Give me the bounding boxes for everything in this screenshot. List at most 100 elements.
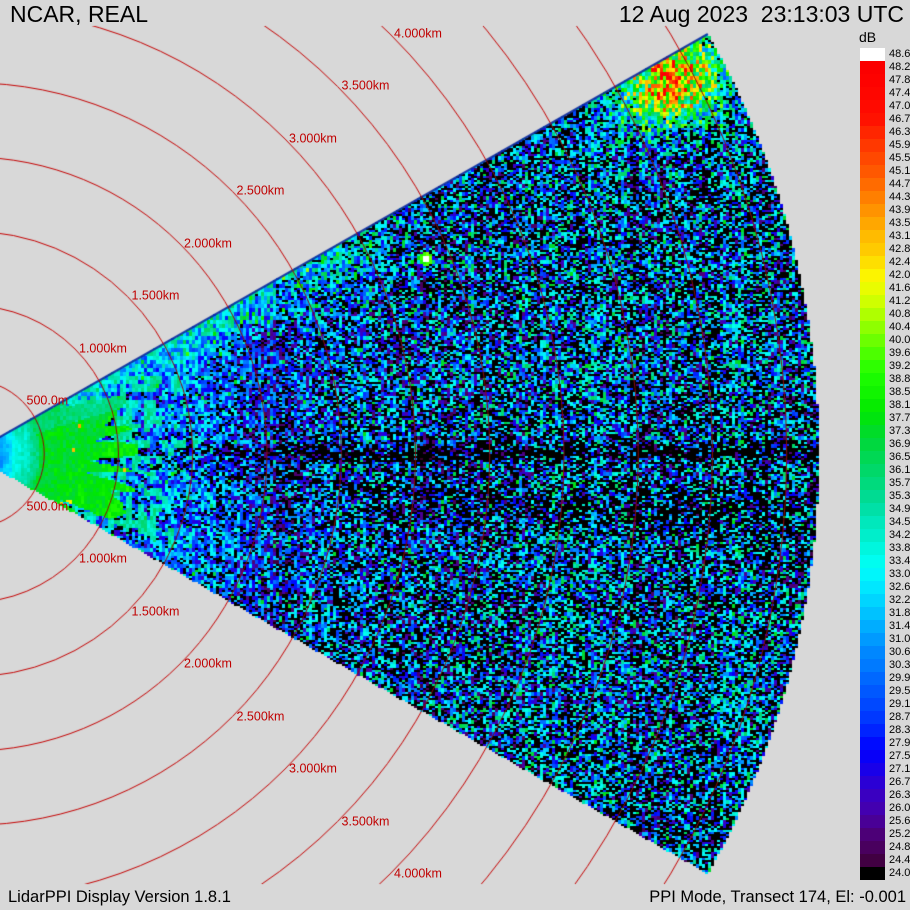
range-ring-label: 1.000km [79,551,127,566]
colorbar-segment [860,373,885,386]
colorbar-tick-label: 41.2 [889,295,910,307]
colorbar-segment [860,620,885,633]
colorbar-tick-label: 38.8 [889,373,910,385]
range-ring-label: 2.000km [184,236,232,251]
colorbar-tick-label: 47.8 [889,74,910,86]
colorbar-tick-label: 30.3 [889,659,910,671]
colorbar-segment [860,308,885,321]
colorbar-tick-label: 36.5 [889,451,910,463]
colorbar-tick-label: 40.8 [889,308,910,320]
colorbar-tick-label: 33.0 [889,568,910,580]
colorbar-tick-label: 31.8 [889,607,910,619]
colorbar-tick-label: 44.7 [889,178,910,190]
statusbar-mode: PPI Mode, Transect 174, El: -0.001 [649,888,906,906]
colorbar-segment [860,529,885,542]
colorbar-tick-label: 40.0 [889,334,910,346]
colorbar-tick-label: 31.4 [889,620,910,632]
colorbar-tick-label: 39.2 [889,360,910,372]
range-ring-label: 1.500km [131,604,180,618]
colorbar-segment [860,425,885,438]
colorbar-segment [860,516,885,529]
colorbar-tick-label: 26.3 [889,789,910,801]
colorbar-segment [860,217,885,230]
colorbar-tick-label: 43.5 [889,217,910,229]
colorbar-segment [860,269,885,282]
colorbar-tick-label: 42.8 [889,243,910,255]
colorbar-tick-label: 37.7 [889,412,910,424]
colorbar-tick-label: 33.8 [889,542,910,554]
colorbar-segment [860,256,885,269]
colorbar-tick-label: 38.1 [889,399,910,411]
colorbar-tick-label: 27.1 [889,763,910,775]
colorbar-tick-label: 34.5 [889,516,910,528]
colorbar-tick-label: 35.7 [889,477,910,489]
range-ring-label: 1.500km [131,288,180,303]
colorbar-segment [860,815,885,828]
colorbar-segment [860,412,885,425]
colorbar-tick-label: 29.1 [889,698,910,710]
statusbar-version: LidarPPI Display Version 1.8.1 [8,888,231,906]
colorbar-segment [860,607,885,620]
colorbar-segment [860,360,885,373]
colorbar-segment [860,295,885,308]
colorbar-segment [860,282,885,295]
colorbar-segment [860,867,885,880]
colorbar-segment [860,165,885,178]
colorbar-segment [860,698,885,711]
colorbar-segment [860,464,885,477]
colorbar-tick-label: 48.2 [889,61,910,73]
colorbar-tick-label: 36.1 [889,464,910,476]
colorbar-tick-label: 24.8 [889,841,910,853]
colorbar-tick-label: 30.6 [889,646,910,658]
range-ring-label: 1.000km [79,341,127,356]
colorbar-tick-label: 31.0 [889,633,910,645]
colorbar-tick-label: 27.9 [889,737,910,749]
colorbar-tick-label: 42.0 [889,269,910,281]
range-ring-label: 3.000km [289,761,337,776]
colorbar-segment [860,750,885,763]
range-ring-label: 500.0m [26,393,69,408]
colorbar-segment [860,568,885,581]
colorbar-segment [860,178,885,191]
colorbar-tick-label: 29.5 [889,685,910,697]
colorbar-segment [860,230,885,243]
colorbar-tick-label: 45.5 [889,152,910,164]
colorbar-segment [860,126,885,139]
colorbar-tick-label: 24.0 [889,867,910,879]
colorbar-segment [860,672,885,685]
colorbar-segment [860,711,885,724]
colorbar-segment [860,646,885,659]
colorbar-segment [860,74,885,87]
colorbar-tick-label: 43.9 [889,204,910,216]
colorbar-segment [860,113,885,126]
colorbar-segment [860,594,885,607]
colorbar-tick-label: 44.3 [889,191,910,203]
colorbar-segment [860,555,885,568]
colorbar-tick-label: 40.4 [889,321,910,333]
colorbar-segment [860,87,885,100]
colorbar-segment [860,204,885,217]
colorbar [860,48,885,880]
colorbar-segment [860,659,885,672]
range-ring-label: 2.500km [236,183,285,198]
colorbar-tick-label: 32.2 [889,594,910,606]
range-ring-label: 3.500km [341,78,390,93]
colorbar-segment [860,581,885,594]
colorbar-segment [860,763,885,776]
colorbar-segment [860,399,885,412]
range-ring-label: 2.500km [236,709,285,723]
range-ring-label: 4.000km [394,26,442,41]
colorbar-tick-label: 38.5 [889,386,910,398]
colorbar-segment [860,802,885,815]
colorbar-tick-label: 29.9 [889,672,910,684]
colorbar-tick-label: 33.4 [889,555,910,567]
colorbar-segment [860,724,885,737]
colorbar-tick-label: 47.0 [889,100,910,112]
colorbar-tick-label: 25.2 [889,828,910,840]
colorbar-segment [860,490,885,503]
range-ring-label: 3.000km [289,131,337,146]
colorbar-tick-label: 34.9 [889,503,910,515]
colorbar-tick-label: 35.3 [889,490,910,502]
colorbar-tick-label: 26.0 [889,802,910,814]
range-ring-label: 3.500km [341,814,390,829]
